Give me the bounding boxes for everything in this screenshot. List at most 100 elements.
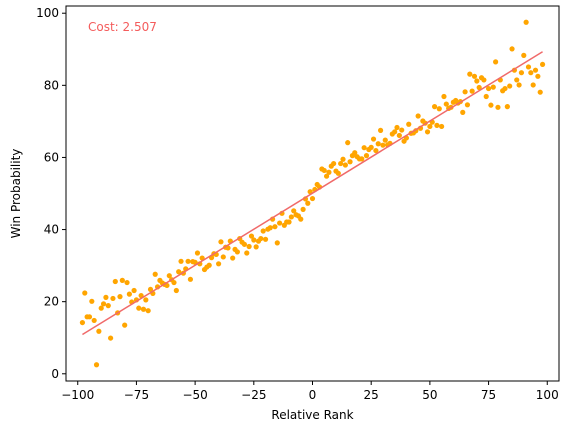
data-point <box>309 195 316 202</box>
data-point <box>152 271 158 277</box>
x-tick-label: −25 <box>241 388 266 402</box>
y-tick-label: 80 <box>44 78 59 92</box>
data-point <box>178 258 184 264</box>
data-point <box>394 124 400 131</box>
data-point <box>108 335 114 341</box>
data-point <box>136 305 142 311</box>
data-point <box>126 291 132 297</box>
data-point <box>119 277 125 283</box>
data-point <box>507 83 513 89</box>
data-point <box>145 308 151 314</box>
data-point <box>79 319 86 326</box>
data-point <box>124 279 130 286</box>
data-point <box>439 123 445 130</box>
x-tick-label: −50 <box>182 388 207 402</box>
data-point <box>267 225 273 231</box>
data-point <box>176 269 182 275</box>
data-point <box>359 156 365 162</box>
data-point <box>93 362 100 368</box>
data-point <box>248 233 255 239</box>
data-point <box>300 206 306 212</box>
data-point <box>363 153 370 159</box>
data-point <box>173 287 179 294</box>
data-point <box>525 64 532 70</box>
data-point <box>521 52 527 59</box>
fit-line-group <box>82 51 543 336</box>
data-point <box>241 241 248 247</box>
data-point <box>530 82 536 88</box>
fit-line <box>82 51 543 336</box>
data-point <box>342 162 348 168</box>
data-point <box>523 19 529 25</box>
data-point <box>331 160 337 167</box>
data-point <box>464 102 471 108</box>
data-point <box>220 254 226 260</box>
x-tick-label: 50 <box>422 388 437 402</box>
data-point <box>441 93 447 100</box>
y-tick-label: 40 <box>44 223 59 237</box>
data-point <box>286 219 292 225</box>
data-point <box>82 290 88 296</box>
data-point <box>321 167 327 174</box>
y-axis-label: Win Probability <box>9 149 23 239</box>
data-point <box>246 243 252 250</box>
y-tick-label: 20 <box>44 295 59 309</box>
data-point <box>396 132 402 139</box>
data-point <box>89 298 95 304</box>
data-point <box>143 297 149 303</box>
x-axis-label: Relative Rank <box>271 408 353 422</box>
data-point <box>110 295 116 302</box>
data-point <box>467 71 473 77</box>
data-point <box>187 276 194 282</box>
data-point <box>323 173 330 179</box>
data-point <box>140 306 147 312</box>
data-point <box>251 237 257 243</box>
data-point <box>112 278 118 285</box>
data-point <box>234 249 240 255</box>
data-point <box>91 317 97 324</box>
data-point <box>485 85 492 92</box>
x-tick-label: 0 <box>309 388 317 402</box>
x-tick-label: −75 <box>124 388 149 402</box>
data-point <box>335 170 341 176</box>
x-tick-label: 25 <box>364 388 379 402</box>
data-point <box>194 250 201 256</box>
data-point <box>345 140 351 146</box>
data-point <box>509 46 515 52</box>
data-point <box>406 121 412 127</box>
data-point <box>382 137 388 143</box>
data-point <box>298 216 304 222</box>
data-point <box>171 279 177 286</box>
data-point <box>490 84 496 90</box>
data-point <box>377 127 384 133</box>
data-point <box>291 208 297 214</box>
data-point <box>96 328 102 334</box>
data-point <box>103 294 109 300</box>
data-point <box>338 160 344 167</box>
data-point <box>436 106 442 112</box>
data-point <box>122 322 128 328</box>
data-point <box>131 287 137 294</box>
data-point <box>260 228 266 234</box>
data-point <box>262 236 269 242</box>
data-point <box>370 136 377 142</box>
data-point <box>471 73 478 79</box>
data-point <box>493 59 499 65</box>
data-point <box>272 224 278 230</box>
data-point <box>434 122 440 128</box>
data-point <box>218 239 224 245</box>
data-point <box>399 127 405 133</box>
x-tick-label: −100 <box>61 388 94 402</box>
data-point <box>460 109 466 115</box>
data-point <box>476 84 482 91</box>
data-point <box>98 305 104 311</box>
data-point <box>185 258 191 264</box>
data-point <box>427 123 433 130</box>
data-point <box>514 77 520 83</box>
data-point <box>518 70 525 76</box>
data-point <box>474 78 480 84</box>
x-axis-ticks: −100 −75 −50 −25 0 25 50 75 100 <box>61 381 559 402</box>
data-point <box>539 61 546 68</box>
data-point <box>380 142 386 148</box>
data-point <box>288 214 294 220</box>
